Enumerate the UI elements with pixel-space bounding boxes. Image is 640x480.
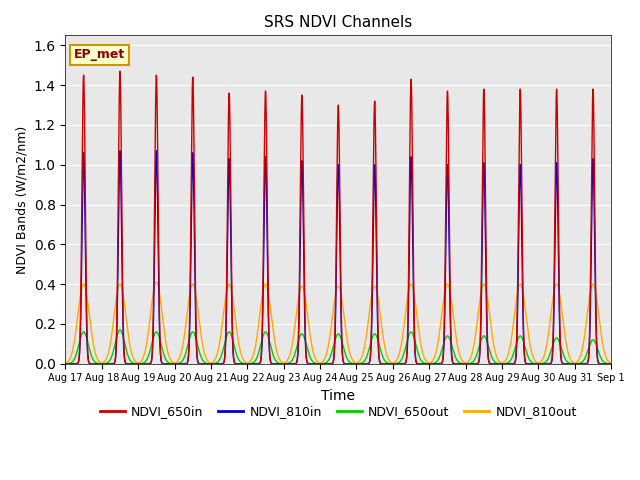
Y-axis label: NDVI Bands (W/m2/nm): NDVI Bands (W/m2/nm) (15, 125, 28, 274)
Text: EP_met: EP_met (74, 48, 125, 61)
Legend: NDVI_650in, NDVI_810in, NDVI_650out, NDVI_810out: NDVI_650in, NDVI_810in, NDVI_650out, NDV… (95, 400, 582, 423)
Title: SRS NDVI Channels: SRS NDVI Channels (264, 15, 412, 30)
X-axis label: Time: Time (321, 389, 355, 403)
